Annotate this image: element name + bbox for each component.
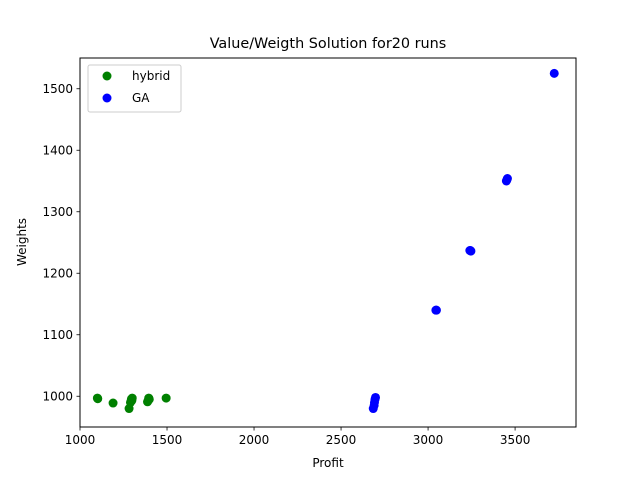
data-point-ga: [431, 305, 441, 315]
data-point-hybrid: [127, 396, 137, 406]
x-tick-label: 2500: [326, 433, 357, 447]
y-axis-title: Weights: [15, 218, 29, 266]
data-point-hybrid: [108, 398, 118, 408]
x-tick-label: 3000: [413, 433, 444, 447]
data-point-ga: [502, 174, 512, 184]
legend-marker-ga: [102, 93, 112, 103]
chart-title: Value/Weigth Solution for20 runs: [210, 36, 447, 52]
y-axis-ticks: 1000 1100 1200 1300 1400 1500: [42, 82, 80, 403]
x-tick-label: 2000: [239, 433, 270, 447]
x-tick-label: 3500: [500, 433, 531, 447]
x-tick-label: 1000: [65, 433, 96, 447]
x-axis-ticks: 1000 1500 2000 2500 3000 3500: [65, 427, 531, 447]
x-axis-title: Profit: [312, 456, 344, 470]
data-points: [92, 68, 559, 414]
data-point-ga: [466, 246, 476, 256]
data-point-hybrid: [93, 394, 103, 404]
data-point-hybrid: [161, 393, 171, 403]
y-tick-label: 1400: [42, 143, 73, 157]
legend-label-hybrid: hybrid: [132, 69, 170, 83]
legend-marker-hybrid: [102, 71, 112, 81]
data-point-ga: [549, 68, 559, 78]
data-point-ga: [371, 392, 381, 402]
legend-label-ga: GA: [132, 91, 150, 105]
y-tick-label: 1100: [42, 328, 73, 342]
legend: hybrid GA: [87, 64, 182, 113]
plot-area-frame: [79, 57, 577, 428]
y-tick-label: 1200: [42, 266, 73, 280]
y-tick-label: 1500: [42, 82, 73, 96]
y-tick-label: 1000: [42, 389, 73, 403]
x-tick-label: 1500: [152, 433, 183, 447]
y-tick-label: 1300: [42, 205, 73, 219]
data-point-hybrid: [144, 394, 154, 404]
